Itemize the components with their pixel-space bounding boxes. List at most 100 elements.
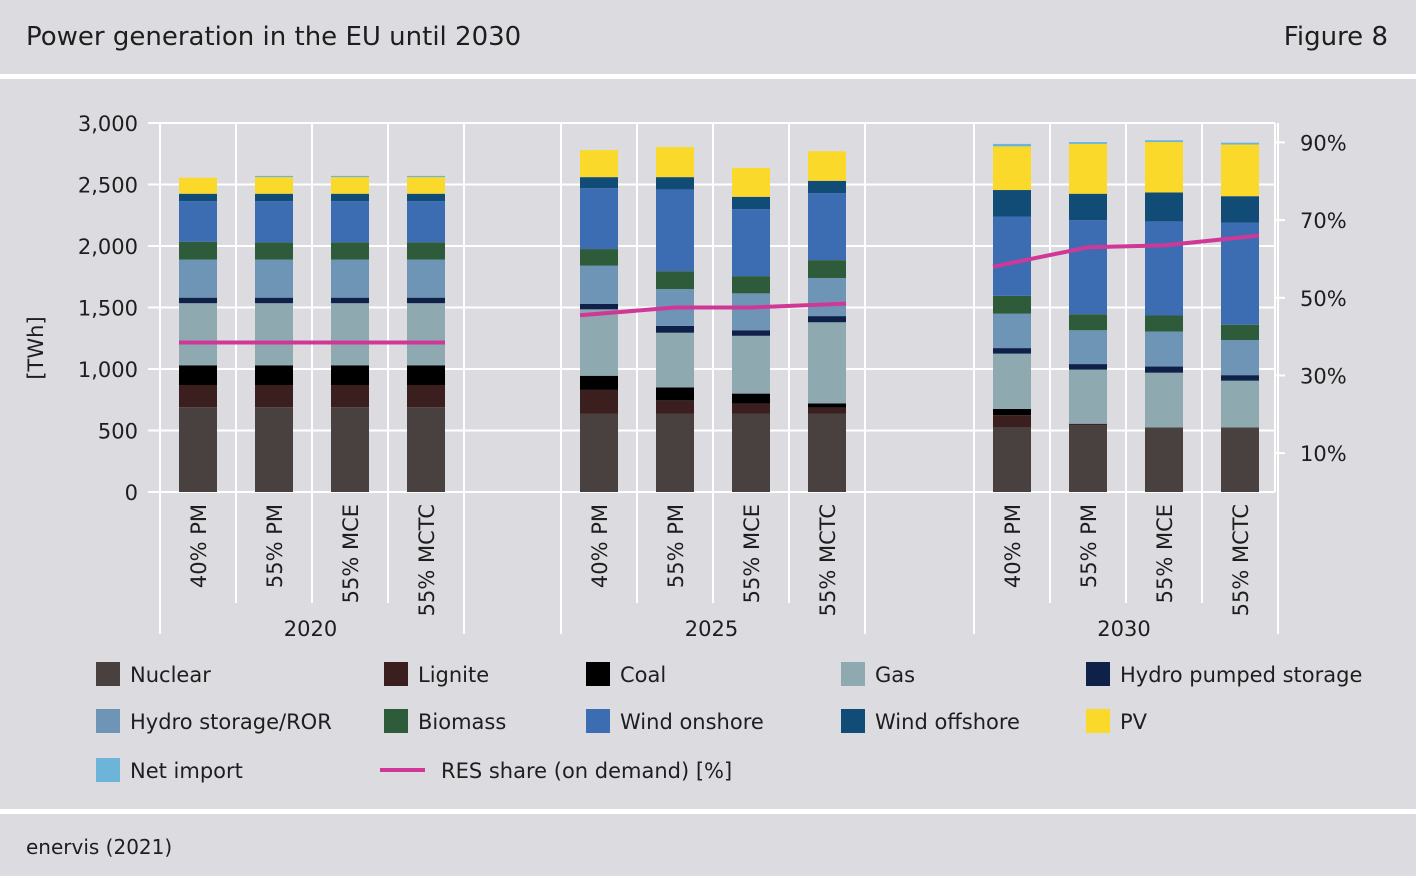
bar-segment-wind-offshore	[1069, 193, 1107, 221]
bar-segment-gas	[255, 303, 293, 366]
bar-segment-lignite	[732, 403, 770, 414]
legend-swatch-wind-onshore	[586, 709, 610, 733]
x-tick-label: 40% PM	[187, 504, 211, 588]
bar-segment-gas	[179, 303, 217, 366]
bar-segment-hydro-pumped-storage	[732, 330, 770, 336]
legend-swatch-hydro-pumped-storage	[1086, 662, 1110, 686]
bar-segment-coal	[407, 365, 445, 385]
bar-segment-gas	[656, 332, 694, 388]
y2-tick-label: 30%	[1300, 364, 1347, 388]
legend-label-wind-offshore: Wind offshore	[875, 710, 1020, 734]
bar-segment-hydro-pumped-storage	[1069, 364, 1107, 370]
y-tick-label: 2,000	[78, 235, 138, 259]
x-tick-label: 55% PM	[1077, 504, 1101, 588]
bar-segment-gas	[1069, 369, 1107, 424]
bar-segment-hydro-pumped-storage	[993, 348, 1031, 354]
bar-segment-wind-offshore	[1145, 192, 1183, 222]
bar-segment-biomass	[179, 241, 217, 260]
bar-segment-hydro-storage-ror	[331, 259, 369, 298]
bar-segment-wind-onshore	[331, 201, 369, 243]
bar-segment-coal	[656, 387, 694, 401]
bar-segment-pv	[808, 151, 846, 181]
res-share-line	[992, 233, 1260, 269]
legend-label-lignite: Lignite	[418, 663, 489, 687]
bar-segment-hydro-storage-ror	[407, 259, 445, 298]
footer-divider	[0, 809, 1416, 814]
bar-segment-nuclear	[580, 413, 618, 492]
bar-segment-coal	[179, 365, 217, 385]
bar-segment-biomass	[1145, 315, 1183, 332]
y-tick-label: 500	[98, 420, 138, 444]
source-note: enervis (2021)	[26, 835, 173, 859]
bar-segment-biomass	[993, 295, 1031, 314]
bar-segment-nuclear	[407, 407, 445, 492]
bar-segment-nuclear	[993, 427, 1031, 492]
bar-segment-biomass	[255, 242, 293, 260]
legend-label-nuclear: Nuclear	[130, 663, 211, 687]
legend-label-gas: Gas	[875, 663, 915, 687]
y-tick-label: 1,000	[78, 358, 138, 382]
bar-segment-wind-offshore	[808, 180, 846, 194]
x-tick-label: 55% PM	[263, 504, 287, 588]
bar-segment-wind-onshore	[808, 193, 846, 261]
bar-segment-pv	[255, 177, 293, 194]
bar-segment-net-import	[331, 175, 369, 178]
bar-segment-biomass	[1221, 324, 1259, 341]
bar-segment-gas	[580, 309, 618, 376]
bar-segment-coal	[331, 365, 369, 385]
bar-segment-wind-onshore	[255, 201, 293, 243]
bar-segment-gas	[1145, 372, 1183, 428]
bar-segment-biomass	[732, 276, 770, 294]
bar-segment-wind-offshore	[993, 190, 1031, 217]
x-tick-label: 55% MCTC	[415, 504, 439, 616]
bar-segment-hydro-storage-ror	[1069, 330, 1107, 365]
stacked-bar-chart: 0 500 1,000 1,500 2,000 2,500 3,000 10% 30% 50% 70…	[24, 112, 1362, 783]
bar-segment-lignite	[255, 384, 293, 408]
bar-segment-nuclear	[732, 413, 770, 492]
x-tick-label: 55% MCTC	[816, 504, 840, 616]
legend-swatch-hydro-storage-ror	[96, 709, 120, 733]
bar-segment-gas	[331, 303, 369, 366]
header-divider	[0, 74, 1416, 79]
bar-segment-net-import	[1145, 140, 1183, 143]
bar-segment-pv	[993, 146, 1031, 191]
bar-segment-nuclear	[179, 407, 217, 492]
bar-segment-hydro-pumped-storage	[808, 316, 846, 323]
legend-swatch-pv	[1086, 709, 1110, 733]
legend-swatch-biomass	[384, 709, 408, 733]
legend-label-hydro-storage-ror: Hydro storage/ROR	[130, 710, 332, 734]
bar-segment-wind-onshore	[993, 216, 1031, 296]
bar-segment-net-import	[255, 175, 293, 178]
bar-segment-nuclear	[656, 413, 694, 492]
bar-segment-wind-offshore	[407, 193, 445, 202]
bar-segment-wind-onshore	[179, 201, 217, 242]
bar-segment-pv	[407, 177, 445, 194]
bar-segment-coal	[808, 403, 846, 408]
bar-segment-nuclear	[808, 413, 846, 492]
bar-segment-pv	[1069, 143, 1107, 194]
bar-segment-pv	[1145, 142, 1183, 193]
y2-tick-label: 70%	[1300, 209, 1347, 233]
bar-segment-coal	[580, 375, 618, 390]
bar-segment-hydro-storage-ror	[808, 277, 846, 317]
bar-segment-hydro-storage-ror	[732, 293, 770, 331]
bar-segment-wind-onshore	[732, 209, 770, 277]
legend-swatch-gas	[841, 662, 865, 686]
y-tick-label: 0	[125, 481, 138, 505]
bar-segment-nuclear	[1069, 424, 1107, 492]
bar-segment-lignite	[179, 384, 217, 408]
legend-label-biomass: Biomass	[418, 710, 506, 734]
bar-segment-lignite	[993, 415, 1031, 428]
bar-segment-hydro-storage-ror	[255, 259, 293, 298]
x-tick-label: 55% MCE	[1153, 504, 1177, 603]
bar-segment-wind-offshore	[179, 193, 217, 202]
bar-segment-hydro-pumped-storage	[407, 297, 445, 304]
legend-swatch-net-import	[96, 758, 120, 782]
legend-swatch-nuclear	[96, 662, 120, 686]
bar-segment-hydro-pumped-storage	[1221, 375, 1259, 381]
bar-segment-wind-onshore	[1145, 221, 1183, 316]
legend-label-res-share-on-demand: RES share (on demand) [%]	[441, 759, 732, 783]
bar-segment-net-import	[407, 175, 445, 178]
res-share-line	[579, 301, 847, 318]
bar-segment-lignite	[808, 407, 846, 414]
